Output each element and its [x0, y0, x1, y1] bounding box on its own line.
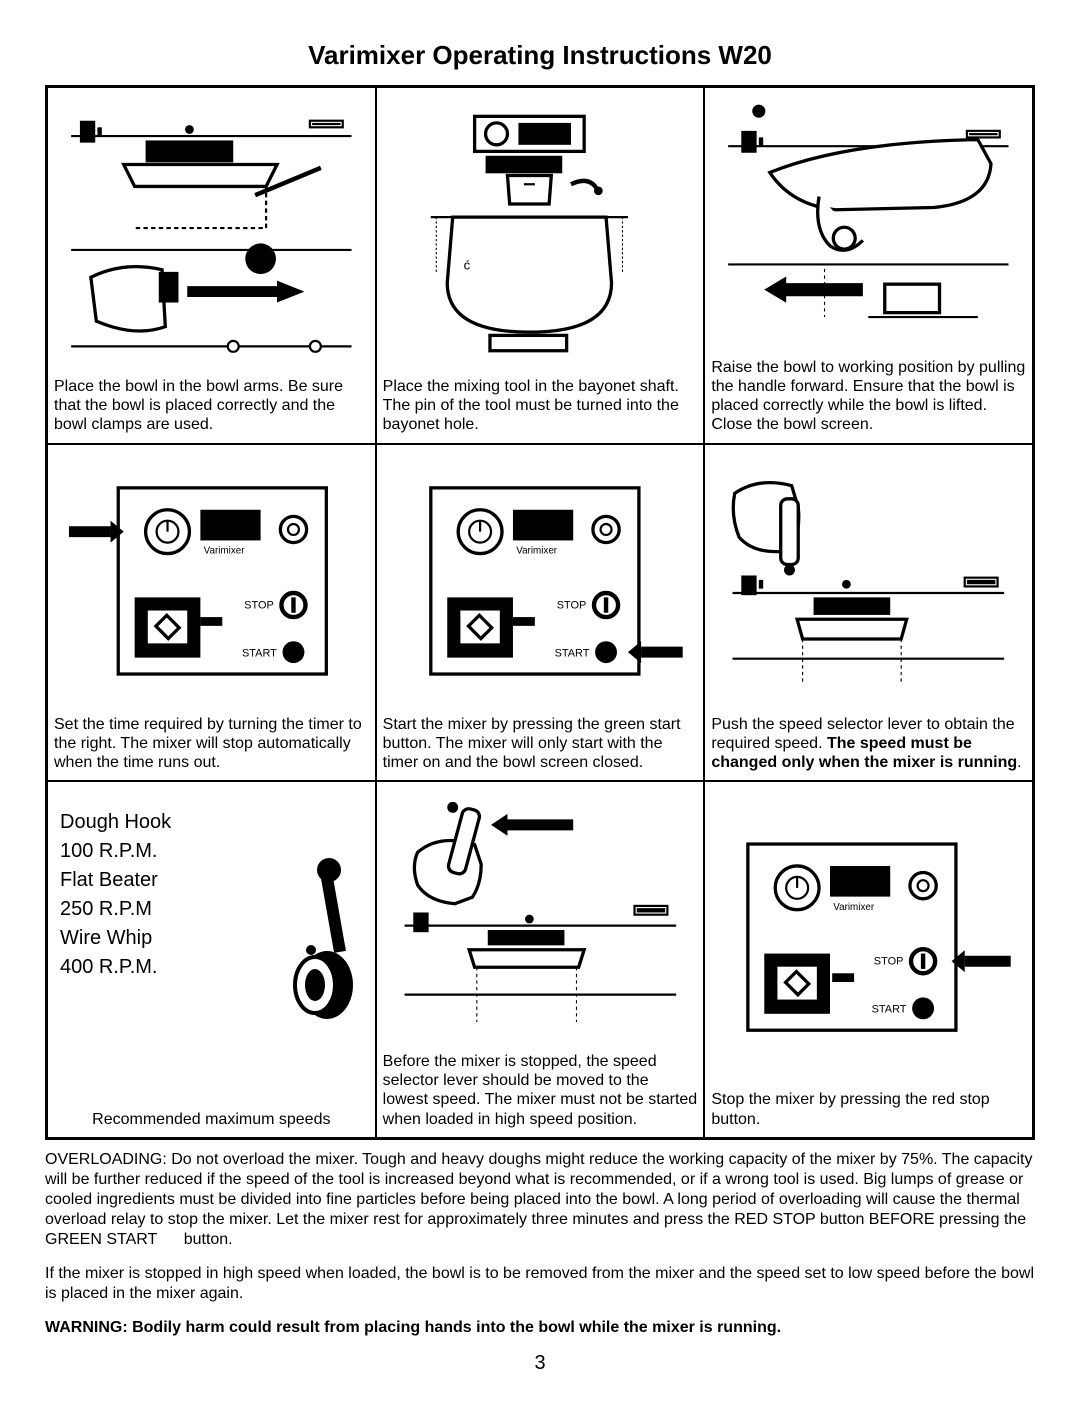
step-8-illustration [383, 788, 698, 1048]
svg-text:STOP: STOP [874, 956, 904, 968]
step-1-illustration [54, 94, 369, 373]
svg-text:STOP: STOP [556, 599, 586, 611]
step-1: Place the bowl in the bowl arms. Be sure… [47, 87, 376, 444]
svg-text:START: START [242, 647, 277, 659]
warning-note: WARNING: Bodily harm could result from p… [45, 1318, 1035, 1338]
svg-text:STOP: STOP [244, 599, 274, 611]
overloading-note: OVERLOADING: Do not overload the mixer. … [45, 1150, 1035, 1250]
step-9: Varimixer STOP START Stop the mixer by p… [704, 781, 1033, 1138]
lever-illustration [269, 788, 369, 1093]
step-7-caption: Recommended maximum speeds [54, 1111, 369, 1129]
page-title: Varimixer Operating Instructions W20 [45, 40, 1035, 71]
step-3-caption: Raise the bowl to working position by pu… [711, 358, 1026, 435]
speed-line-1: Dough Hook [60, 808, 263, 837]
step-9-caption: Stop the mixer by pressing the red stop … [711, 1090, 1026, 1128]
instruction-grid: Place the bowl in the bowl arms. Be sure… [45, 85, 1035, 1140]
speed-line-5: Wire Whip [60, 924, 263, 953]
step-7: Dough Hook 100 R.P.M. Flat Beater 250 R.… [47, 781, 376, 1138]
speed-line-3: Flat Beater [60, 866, 263, 895]
speed-line-6: 400 R.P.M. [60, 953, 263, 982]
step-6-illustration [711, 451, 1026, 711]
notes-section: OVERLOADING: Do not overload the mixer. … [45, 1150, 1035, 1338]
step-8-caption: Before the mixer is stopped, the speed s… [383, 1052, 698, 1129]
step-9-illustration: Varimixer STOP START [711, 788, 1026, 1086]
svg-text:ć: ć [463, 258, 470, 273]
step-4-caption: Set the time required by turning the tim… [54, 715, 369, 773]
step-2-caption: Place the mixing tool in the bayonet sha… [383, 377, 698, 435]
step-6-caption: Push the speed selector lever to obtain … [711, 715, 1026, 773]
high-speed-note: If the mixer is stopped in high speed wh… [45, 1264, 1035, 1304]
svg-text:Varimixer: Varimixer [834, 902, 876, 913]
speed-list: Dough Hook 100 R.P.M. Flat Beater 250 R.… [54, 788, 269, 1093]
svg-text:START: START [554, 647, 589, 659]
step-1-caption: Place the bowl in the bowl arms. Be sure… [54, 377, 369, 435]
step-4-illustration: Varimixer STOP START [54, 451, 369, 711]
caption-text-after: . [1017, 754, 1021, 771]
step-5-illustration: Varimixer STOP START [383, 451, 698, 711]
step-3-illustration [711, 94, 1026, 354]
step-5: Varimixer STOP START Start the mixer by … [376, 444, 705, 781]
step-3: Raise the bowl to working position by pu… [704, 87, 1033, 444]
step-2: ć Place the mixing tool in the bayonet s… [376, 87, 705, 444]
speed-line-4: 250 R.P.M [60, 895, 263, 924]
step-5-caption: Start the mixer by pressing the green st… [383, 715, 698, 773]
svg-text:START: START [872, 1004, 907, 1016]
svg-text:Varimixer: Varimixer [204, 545, 246, 556]
speed-line-2: 100 R.P.M. [60, 837, 263, 866]
step-6: Push the speed selector lever to obtain … [704, 444, 1033, 781]
step-8: Before the mixer is stopped, the speed s… [376, 781, 705, 1138]
page-number: 3 [45, 1352, 1035, 1375]
svg-text:Varimixer: Varimixer [516, 545, 558, 556]
step-4: Varimixer STOP START Set the time requir… [47, 444, 376, 781]
step-2-illustration: ć [383, 94, 698, 373]
